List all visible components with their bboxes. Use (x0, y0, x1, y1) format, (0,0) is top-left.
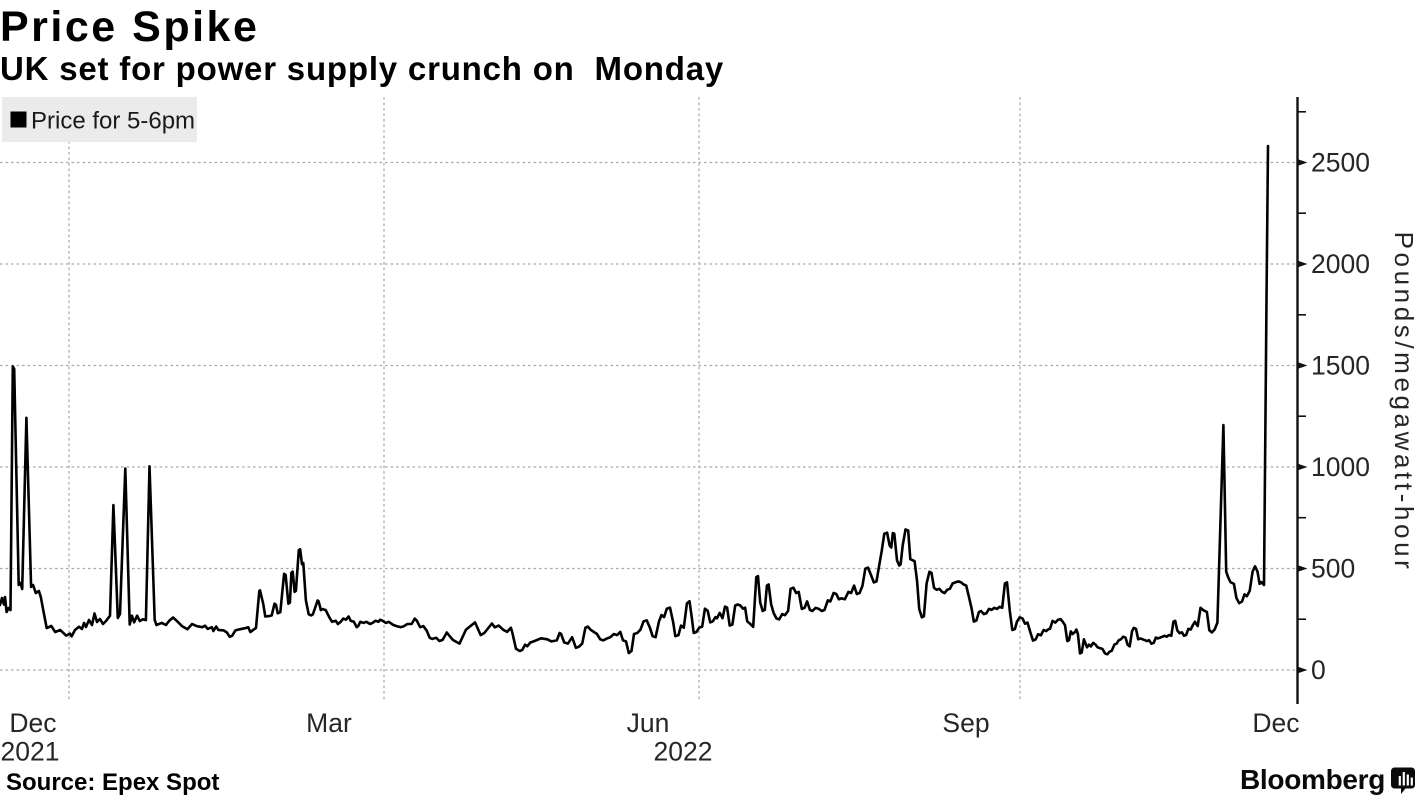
svg-text:2000: 2000 (1311, 249, 1370, 279)
svg-text:Dec: Dec (1252, 708, 1299, 738)
svg-text:0: 0 (1311, 655, 1326, 685)
svg-text:500: 500 (1311, 554, 1355, 584)
svg-text:Price Spike: Price Spike (0, 3, 259, 51)
svg-text:2500: 2500 (1311, 148, 1370, 178)
svg-text:1500: 1500 (1311, 351, 1370, 381)
svg-text:1000: 1000 (1311, 452, 1370, 482)
svg-text:UK set for power supply crunch: UK set for power supply crunch on Monday (0, 50, 724, 87)
svg-text:Dec: Dec (9, 708, 56, 738)
svg-text:2022: 2022 (654, 737, 713, 767)
svg-text:Pounds/megawatt-hour: Pounds/megawatt-hour (1389, 232, 1418, 573)
svg-text:Mar: Mar (306, 708, 352, 738)
svg-text:Jun: Jun (627, 708, 670, 738)
svg-text:2021: 2021 (1, 737, 60, 767)
svg-text:Price for 5-6pm: Price for 5-6pm (31, 108, 195, 135)
svg-text:Sep: Sep (942, 708, 989, 738)
svg-text:Bloomberg: Bloomberg (1240, 764, 1385, 795)
svg-text:Source: Epex Spot: Source: Epex Spot (6, 769, 219, 796)
